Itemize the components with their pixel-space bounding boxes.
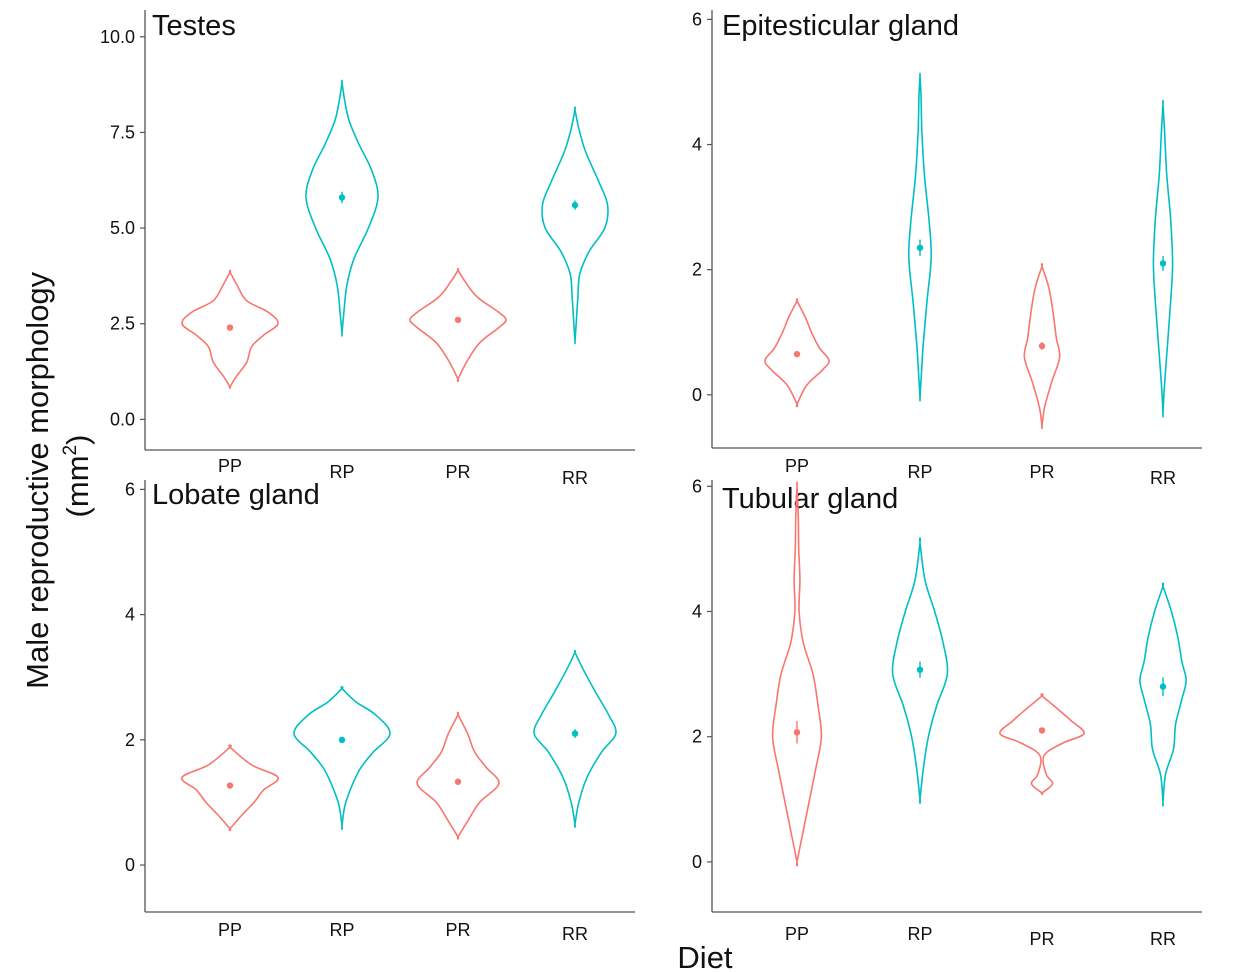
- x-category-label: RP: [329, 462, 354, 482]
- violin-PR: [416, 711, 500, 840]
- x-category-label: RR: [1150, 468, 1176, 488]
- mean-point-PR: [454, 316, 462, 324]
- violin-RP: [305, 79, 379, 337]
- panel-tubular-gland: 0 2 4 6 Tubular gland PP RP PR RR: [692, 476, 1202, 949]
- x-category-label: PR: [1029, 462, 1054, 482]
- mean-point-PP: [793, 350, 801, 358]
- x-category-label: RP: [329, 920, 354, 940]
- violin-RR: [533, 649, 617, 828]
- violin-PP: [181, 744, 279, 832]
- x-category-label: PR: [445, 920, 470, 940]
- mean-point-PP: [226, 782, 234, 789]
- violin-RR: [541, 106, 609, 345]
- y-tick-label: 0.0: [110, 409, 135, 429]
- y-tick-label: 0: [692, 385, 702, 405]
- y-axis-title: Male reproductive morphology (mm2): [20, 263, 95, 689]
- y-tick-label: 2: [692, 727, 702, 747]
- y-tick-label: 0: [125, 855, 135, 875]
- y-tick-label: 2: [692, 260, 702, 280]
- y-axis-unit-superscript: 2: [60, 445, 81, 456]
- mean-point-RR: [571, 730, 579, 737]
- violin-RR: [1139, 582, 1187, 807]
- violin-PR: [1023, 262, 1061, 430]
- x-axis-title: Diet: [677, 940, 733, 972]
- x-category-label: PP: [218, 456, 242, 476]
- panel-title: Testes: [152, 10, 236, 42]
- mean-point-RP: [338, 736, 346, 744]
- violin-PP: [764, 298, 830, 408]
- mean-point-RR: [1159, 260, 1167, 267]
- x-category-label: PP: [218, 920, 242, 940]
- x-category-label: RR: [562, 924, 588, 944]
- violin-RP: [891, 537, 949, 804]
- mean-point-RP: [338, 194, 346, 201]
- x-category-label: RP: [907, 462, 932, 482]
- mean-point-RR: [1159, 683, 1167, 690]
- mean-point-RP: [916, 244, 924, 251]
- y-axis-title-line2: (mm2): [60, 435, 95, 518]
- y-axis-title-line1: Male reproductive morphology: [20, 271, 55, 688]
- x-category-label: PP: [785, 456, 809, 476]
- mean-point-PP: [226, 324, 234, 331]
- mean-point-RR: [571, 201, 579, 209]
- mean-point-PR: [454, 778, 462, 785]
- y-tick-label: 2: [125, 730, 135, 750]
- x-category-label: PP: [785, 924, 809, 944]
- y-tick-label: 2.5: [110, 314, 135, 334]
- y-tick-label: 7.5: [110, 122, 135, 142]
- panel-title: Epitesticular gland: [722, 10, 959, 42]
- violin-RR: [1152, 99, 1174, 418]
- panel-title: Tubular gland: [722, 483, 898, 515]
- violin-PP: [181, 269, 279, 389]
- y-tick-label: 6: [692, 476, 702, 496]
- violin-RP: [907, 72, 933, 402]
- x-category-label: RP: [907, 924, 932, 944]
- mean-point-PP: [793, 729, 801, 736]
- x-category-label: RR: [1150, 929, 1176, 949]
- panel-epitesticular-gland: 0 2 4 6 Epitesticular gland PP RP PR RR: [692, 9, 1202, 488]
- violin-RP: [293, 685, 391, 830]
- mean-point-PR: [1038, 342, 1046, 350]
- x-category-label: RR: [562, 468, 588, 488]
- violin-PR: [409, 267, 507, 383]
- x-category-label: PR: [445, 462, 470, 482]
- violin-PP: [771, 481, 823, 867]
- y-tick-label: 0: [692, 852, 702, 872]
- y-tick-label: 6: [692, 9, 702, 29]
- panel-lobate-gland: 0 2 4 6 Lobate gland PP RP PR RR: [125, 479, 635, 944]
- panel-title: Lobate gland: [152, 479, 320, 511]
- x-category-label: PR: [1029, 929, 1054, 949]
- panel-testes: 0.0 2.5 5.0 7.5 10.0 Testes PP RP PR RR: [100, 10, 635, 488]
- y-tick-label: 4: [692, 135, 702, 155]
- y-tick-label: 4: [692, 601, 702, 621]
- y-tick-label: 5.0: [110, 218, 135, 238]
- mean-point-RP: [916, 666, 924, 673]
- y-tick-label: 4: [125, 605, 135, 625]
- mean-point-PR: [1038, 727, 1046, 734]
- violin-PR: [999, 693, 1085, 795]
- y-tick-label: 6: [125, 479, 135, 499]
- y-tick-label: 10.0: [100, 27, 135, 47]
